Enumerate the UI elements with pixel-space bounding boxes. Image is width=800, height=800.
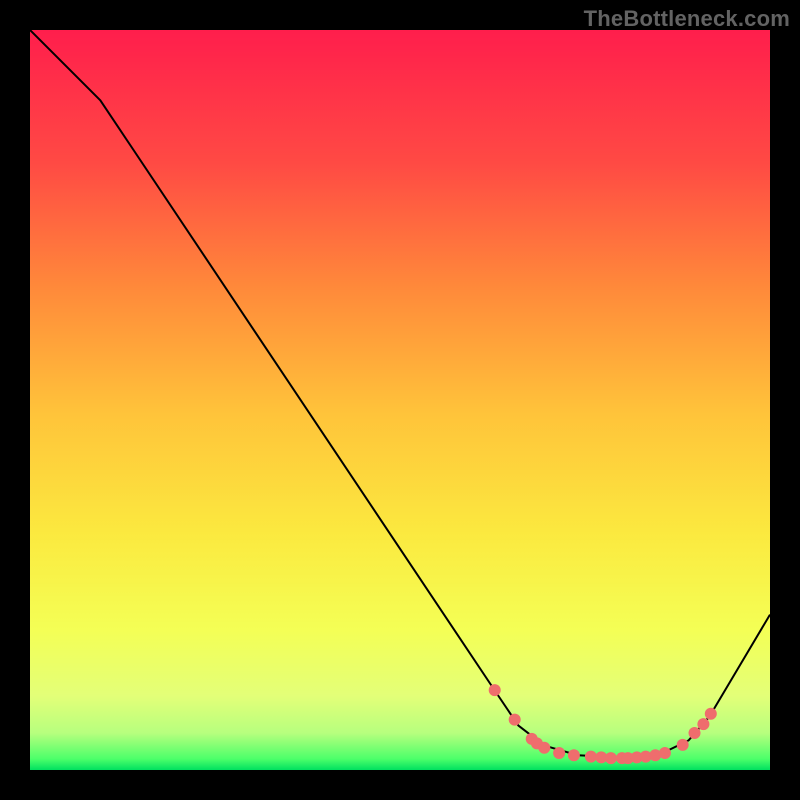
marker-point — [689, 727, 701, 739]
marker-point — [509, 714, 521, 726]
watermark-text: TheBottleneck.com — [584, 6, 790, 32]
marker-point — [585, 751, 597, 763]
marker-point — [568, 749, 580, 761]
plot-area — [30, 30, 770, 770]
marker-point — [489, 684, 501, 696]
bottleneck-chart: TheBottleneck.com — [0, 0, 800, 800]
chart-svg — [30, 30, 770, 770]
marker-point — [677, 739, 689, 751]
marker-point — [659, 747, 671, 759]
marker-point — [705, 708, 717, 720]
marker-point — [605, 752, 617, 764]
marker-point — [697, 718, 709, 730]
gradient-background — [30, 30, 770, 770]
marker-point — [538, 742, 550, 754]
marker-point — [553, 747, 565, 759]
